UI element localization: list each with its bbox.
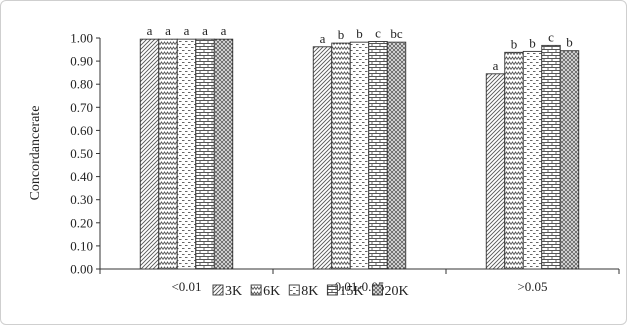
- y-tick-label: 1.00: [70, 31, 93, 46]
- significance-letter: bc: [390, 26, 403, 41]
- significance-letter: a: [202, 23, 208, 38]
- significance-letter: a: [165, 23, 171, 38]
- bar-8k: [176, 38, 197, 270]
- legend-label-8k: 8K: [301, 284, 318, 299]
- y-tick-label: 0.70: [70, 100, 93, 115]
- legend-label-20k: 20K: [385, 284, 409, 299]
- significance-letter: b: [566, 35, 573, 50]
- bar-15k: [195, 38, 215, 270]
- bar-15k: [368, 41, 388, 270]
- bar-3k: [312, 46, 333, 270]
- significance-letter: a: [184, 23, 190, 38]
- bar-6k: [504, 51, 524, 270]
- significance-letter: b: [356, 26, 363, 41]
- y-tick-label: 0.20: [70, 215, 93, 230]
- y-tick-label: 0.40: [70, 169, 93, 184]
- significance-letter: a: [221, 23, 227, 38]
- bar-3k: [139, 38, 160, 270]
- legend-swatch-8k: [288, 284, 300, 296]
- y-tick-label: 0.80: [70, 77, 93, 92]
- legend-swatch-15k: [326, 284, 338, 296]
- bar-8k: [522, 50, 543, 270]
- y-axis-label: Concordancerate: [28, 106, 43, 201]
- x-tick-label: >0.05: [517, 279, 547, 294]
- bar-15k: [541, 44, 561, 270]
- y-tick-label: 0.00: [70, 262, 93, 277]
- significance-letter: c: [375, 25, 381, 40]
- bar-3k: [485, 73, 506, 270]
- bar-6k: [158, 38, 178, 270]
- bar-20k: [386, 41, 407, 270]
- y-tick-label: 0.50: [70, 146, 93, 161]
- axes: 0.00 0.10 0.20 0.30 0.40 0.50 0.60 0.70 0.80 0.90…: [70, 31, 620, 294]
- y-tick-label: 0.60: [70, 123, 93, 138]
- significance-letter: b: [338, 27, 345, 42]
- bars: [139, 38, 580, 270]
- x-tick-label: <0.01: [171, 279, 201, 294]
- bar-8k: [349, 41, 370, 270]
- significance-letter: b: [511, 36, 518, 51]
- significance-letter: a: [147, 23, 153, 38]
- legend-label-15k: 15K: [339, 284, 363, 299]
- bar-6k: [331, 42, 351, 270]
- y-tick-label: 0.90: [70, 54, 93, 69]
- legend-swatch-3k: [212, 284, 224, 296]
- bar-20k: [559, 50, 580, 270]
- legend: 3K 6K 8K 15K 20K: [212, 284, 409, 299]
- bar-20k: [213, 38, 234, 270]
- significance-letter: a: [320, 31, 326, 46]
- bar-chart: Concordancerate 0.00 0.10 0.20 0.30 0.40 0.50…: [28, 23, 620, 299]
- legend-swatch-20k: [372, 284, 383, 296]
- significance-letter: b: [529, 35, 536, 50]
- legend-label-3k: 3K: [225, 284, 242, 299]
- y-tick-label: 0.10: [70, 238, 93, 253]
- legend-label-6k: 6K: [263, 284, 280, 299]
- significance-letter: c: [548, 29, 554, 44]
- x-tick-label: 0.01-0.05: [335, 279, 385, 294]
- significance-letter: a: [493, 58, 499, 73]
- legend-swatch-6k: [250, 284, 262, 296]
- y-tick-label: 0.30: [70, 192, 93, 207]
